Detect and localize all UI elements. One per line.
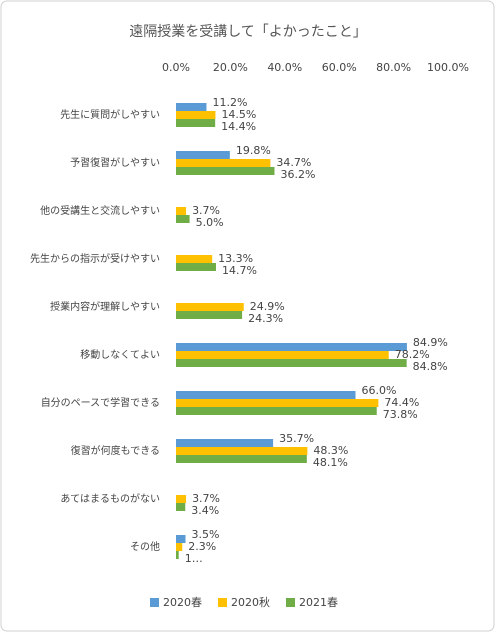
bar xyxy=(176,311,243,319)
data-label: 35.7% xyxy=(279,432,314,445)
legend-label: 2021春 xyxy=(299,596,338,609)
bar xyxy=(176,351,389,359)
data-label: 3.5% xyxy=(192,528,220,541)
data-label: 36.2% xyxy=(280,168,315,181)
data-label: 78.2% xyxy=(395,348,430,361)
data-label: 34.7% xyxy=(276,156,311,169)
x-tick-label: 100.0% xyxy=(427,61,469,74)
legend-swatch xyxy=(150,598,159,607)
data-label: 73.8% xyxy=(383,408,418,421)
legend-label: 2020秋 xyxy=(231,595,270,609)
x-tick-label: 40.0% xyxy=(267,61,302,74)
x-tick-label: 80.0% xyxy=(376,61,411,74)
data-label: 14.4% xyxy=(221,120,256,133)
category-label: 復習が何度もできる xyxy=(71,444,160,457)
data-label: 3.7% xyxy=(192,492,220,505)
category-label: 移動しなくてよい xyxy=(80,348,160,361)
bar xyxy=(176,103,207,111)
data-label: 2.3% xyxy=(188,540,216,553)
data-label: 24.3% xyxy=(248,312,283,325)
bar xyxy=(176,391,356,399)
category-label: 先生からの指示が受けやすい xyxy=(30,252,160,265)
bar xyxy=(176,495,187,503)
data-label: 48.1% xyxy=(313,456,348,469)
x-tick-label: 60.0% xyxy=(322,61,357,74)
bar xyxy=(176,255,213,263)
bar xyxy=(176,503,186,511)
bar xyxy=(176,151,230,159)
category-label: 予習復習がしやすい xyxy=(70,156,160,169)
bar xyxy=(176,551,179,559)
x-tick-label: 0.0% xyxy=(162,61,190,74)
data-label: 48.3% xyxy=(313,444,348,457)
data-label: 13.3% xyxy=(218,252,253,265)
bar xyxy=(176,439,274,447)
data-label: 84.8% xyxy=(413,360,448,373)
category-label: 授業内容が理解しやすい xyxy=(50,300,160,313)
legend-swatch xyxy=(286,598,295,607)
data-label: 66.0% xyxy=(362,384,397,397)
category-label: 他の受講生と交流しやすい xyxy=(40,204,160,217)
bar xyxy=(176,159,271,167)
bar xyxy=(176,399,379,407)
bar xyxy=(176,447,308,455)
bar xyxy=(176,303,244,311)
legend-label: 2020春 xyxy=(163,596,202,609)
bar xyxy=(176,543,183,551)
bar xyxy=(176,535,186,543)
data-label: 24.9% xyxy=(250,300,285,313)
data-label: 14.5% xyxy=(221,108,256,121)
data-label: 11.2% xyxy=(212,96,247,109)
data-label: 14.7% xyxy=(222,264,257,277)
category-label: 自分のペースで学習できる xyxy=(41,396,160,409)
bar xyxy=(176,407,377,415)
category-label: 先生に質問がしやすい xyxy=(60,108,160,121)
bar xyxy=(176,455,307,463)
data-label: 1… xyxy=(185,552,203,565)
bar xyxy=(176,343,407,351)
data-label: 3.4% xyxy=(191,504,219,517)
category-label: その他 xyxy=(130,540,160,553)
bar xyxy=(176,215,190,223)
data-label: 5.0% xyxy=(196,216,224,229)
bar xyxy=(176,111,216,119)
category-label: あてはまるものがない xyxy=(60,492,160,505)
bar xyxy=(176,359,407,367)
data-label: 19.8% xyxy=(236,144,271,157)
data-label: 74.4% xyxy=(384,396,419,409)
bar xyxy=(176,119,216,127)
bar xyxy=(176,207,187,215)
bar xyxy=(176,167,275,175)
data-label: 84.9% xyxy=(413,336,448,349)
legend-swatch xyxy=(218,598,227,607)
chart-title: 遠隔授業を受講して「よかったこと」 xyxy=(129,24,367,40)
data-label: 3.7% xyxy=(192,204,220,217)
bar xyxy=(176,263,216,271)
x-tick-label: 20.0% xyxy=(213,61,248,74)
